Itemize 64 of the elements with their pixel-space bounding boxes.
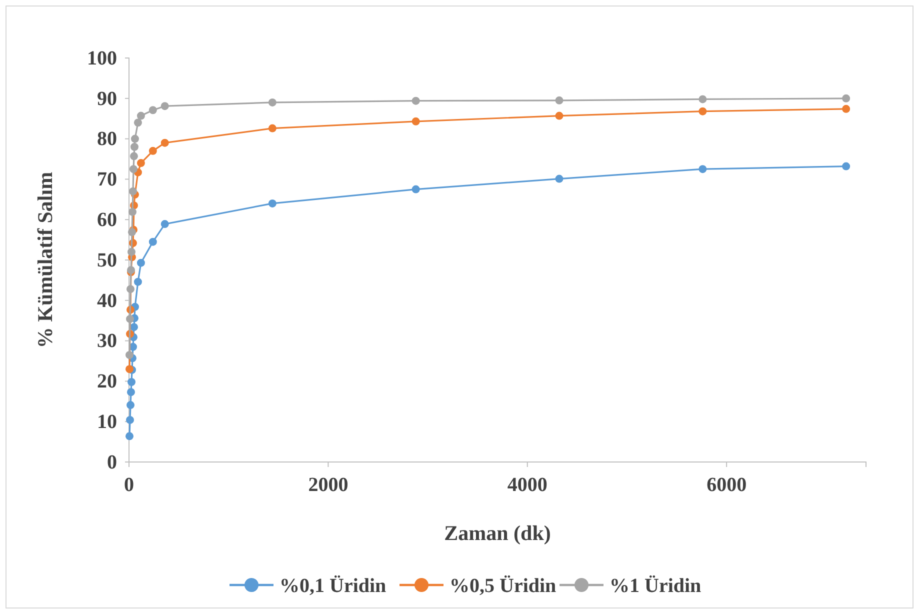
- y-tick-label: 90: [97, 88, 117, 110]
- point: [555, 174, 564, 183]
- y-tick-label: 60: [97, 209, 117, 231]
- point: [126, 432, 134, 440]
- point: [698, 165, 707, 174]
- y-tick-label: 10: [97, 411, 117, 433]
- point: [136, 258, 145, 267]
- point: [128, 208, 136, 216]
- point: [126, 401, 134, 410]
- point: [160, 220, 169, 228]
- point: [555, 112, 564, 120]
- point: [126, 388, 135, 396]
- y-axis-title: % Kümülatif Salım: [33, 171, 57, 348]
- point: [842, 104, 850, 113]
- point: [842, 162, 850, 170]
- point: [698, 95, 707, 104]
- legend-label: %0,1 Üridin: [280, 575, 386, 597]
- point: [130, 152, 138, 160]
- point: [126, 285, 134, 294]
- point: [136, 112, 145, 120]
- y-tick-label: 80: [97, 128, 117, 150]
- point: [126, 314, 134, 323]
- x-tick-label: 2000: [308, 474, 348, 496]
- point: [268, 98, 276, 106]
- point: [555, 96, 564, 104]
- point: [134, 118, 142, 127]
- y-tick-label: 30: [97, 330, 117, 352]
- point: [842, 94, 850, 102]
- legend-label: %1 Üridin: [610, 575, 702, 597]
- x-axis-title: Zaman (dk): [444, 521, 551, 545]
- point: [128, 187, 137, 196]
- y-tick-label: 70: [97, 168, 117, 191]
- point: [130, 323, 138, 332]
- legend-label: %0,5 Üridin: [450, 575, 556, 597]
- point: [412, 185, 420, 194]
- point: [128, 228, 136, 236]
- x-tick-label: 6000: [706, 474, 747, 496]
- point: [130, 134, 139, 143]
- x-tick-label: 4000: [507, 474, 548, 496]
- point: [134, 278, 142, 286]
- point: [148, 238, 157, 246]
- point: [412, 96, 420, 105]
- point: [126, 416, 134, 424]
- point: [136, 159, 145, 168]
- y-tick-label: 100: [87, 47, 117, 70]
- point: [412, 117, 420, 126]
- point: [698, 107, 707, 116]
- point: [160, 102, 169, 110]
- point: [129, 165, 138, 174]
- point: [148, 106, 157, 114]
- point: [130, 142, 138, 151]
- y-tick-label: 0: [107, 451, 117, 474]
- point: [126, 350, 134, 359]
- y-tick-label: 50: [97, 249, 117, 272]
- point: [127, 378, 136, 386]
- point: [126, 365, 134, 374]
- y-tick-label: 20: [97, 370, 117, 393]
- y-tick-label: 40: [97, 290, 117, 312]
- point: [268, 199, 276, 208]
- x-tick-label: 0: [124, 474, 134, 496]
- point: [148, 146, 157, 155]
- point: [160, 138, 169, 147]
- point: [127, 248, 136, 256]
- point: [268, 124, 276, 132]
